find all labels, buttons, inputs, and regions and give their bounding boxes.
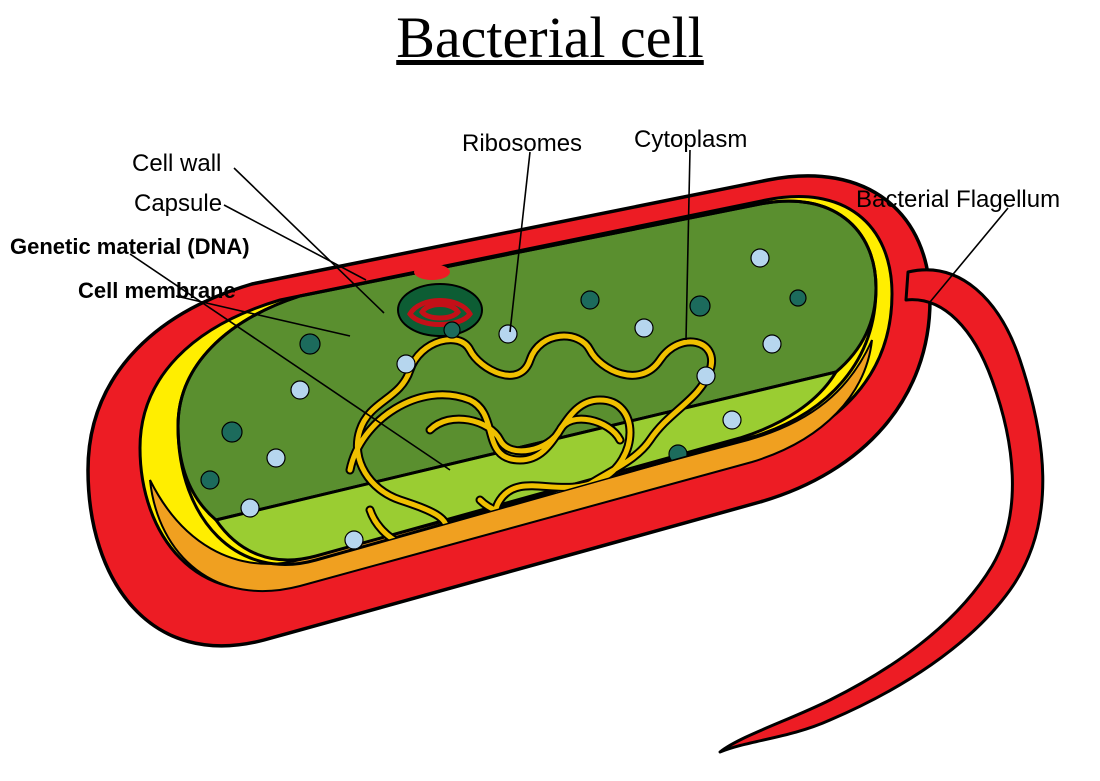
ribosome-dot xyxy=(690,296,710,316)
capsule-highlight-dot xyxy=(414,264,450,280)
label-genetic: Genetic material (DNA) xyxy=(10,234,250,260)
ribosome-dot xyxy=(723,411,741,429)
label-cytoplasm: Cytoplasm xyxy=(634,126,747,154)
bacterial-cell-illustration xyxy=(0,0,1100,781)
label-cell-membrane: Cell membrane xyxy=(78,278,236,304)
label-ribosomes: Ribosomes xyxy=(462,130,582,158)
ribosome-dot xyxy=(499,325,517,343)
ribosome-dot xyxy=(751,249,769,267)
ribosome-dot xyxy=(267,449,285,467)
label-cell-wall: Cell wall xyxy=(132,150,221,178)
ribosome-dot xyxy=(790,290,806,306)
ribosome-dot xyxy=(345,531,363,549)
ribosome-dot xyxy=(241,499,259,517)
ribosome-dot xyxy=(452,588,472,608)
ribosome-dot xyxy=(635,319,653,337)
ribosome-dot xyxy=(291,381,309,399)
ribosome-dot xyxy=(763,335,781,353)
plasmid xyxy=(398,284,482,336)
ribosome-dot xyxy=(444,322,460,338)
ribosome-dot xyxy=(697,367,715,385)
ribosome-dot xyxy=(300,334,320,354)
ribosome-dot xyxy=(626,546,646,566)
ribosome-dot xyxy=(581,291,599,309)
ribosome-dot xyxy=(397,355,415,373)
diagram-stage: { "title": { "text": "Bacterial cell", "… xyxy=(0,0,1100,781)
ribosome-dot xyxy=(546,584,566,604)
label-flagellum: Bacterial Flagellum xyxy=(856,186,1060,214)
ribosome-dot xyxy=(222,422,242,442)
label-capsule: Capsule xyxy=(134,190,222,218)
ribosome-dot xyxy=(201,471,219,489)
